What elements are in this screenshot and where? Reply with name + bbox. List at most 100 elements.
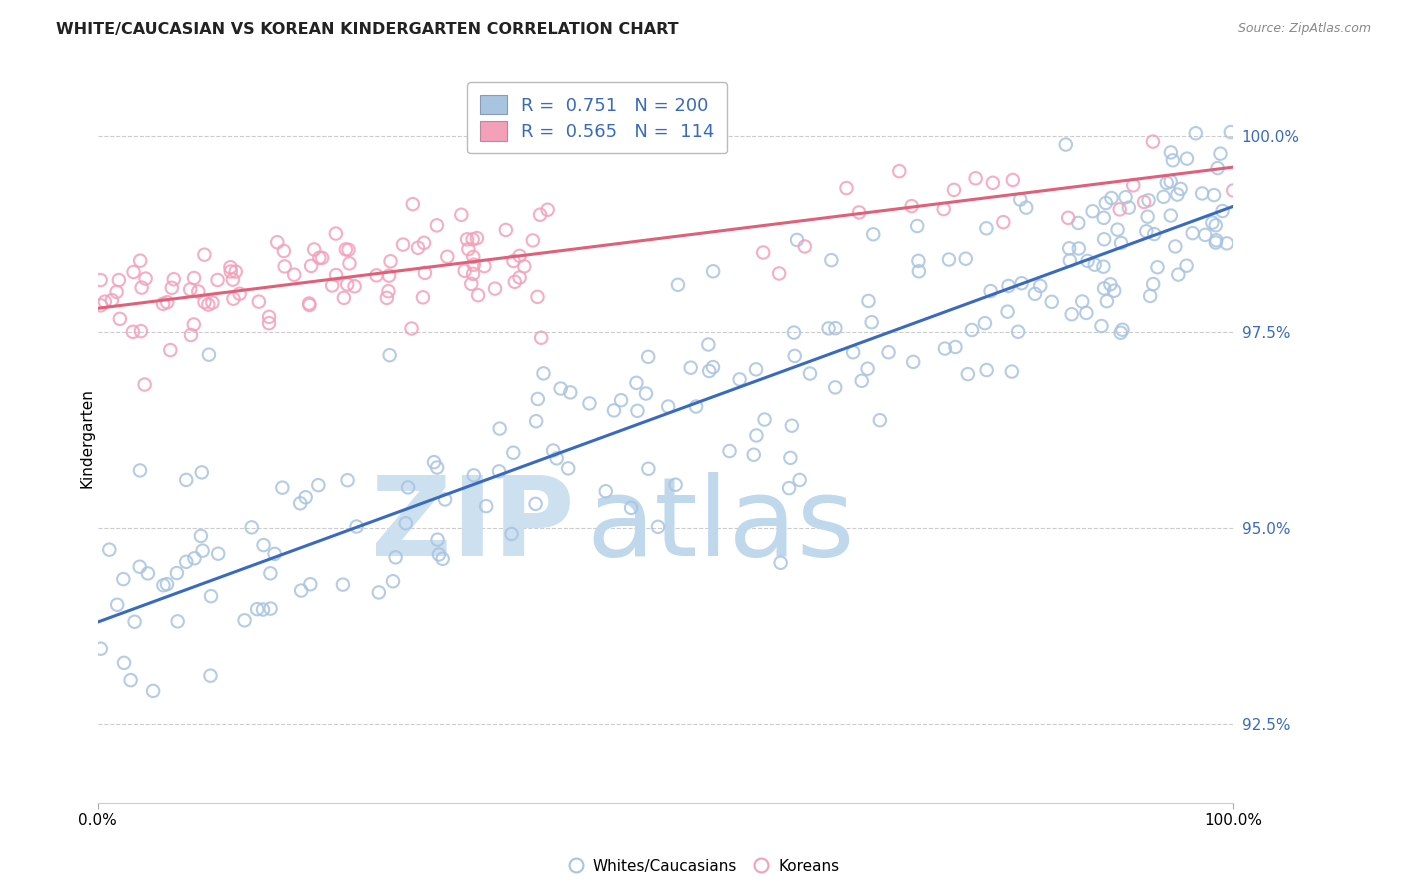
Point bbox=[1067, 242, 1090, 256]
Point bbox=[474, 259, 496, 273]
Point bbox=[960, 323, 983, 337]
Point bbox=[240, 520, 263, 534]
Point bbox=[222, 273, 245, 287]
Point bbox=[858, 293, 880, 308]
Point bbox=[325, 227, 347, 241]
Point bbox=[980, 284, 1002, 298]
Point bbox=[174, 473, 197, 487]
Point bbox=[156, 295, 179, 310]
Point bbox=[1057, 211, 1080, 225]
Point bbox=[294, 490, 316, 504]
Point bbox=[862, 227, 884, 242]
Point bbox=[207, 273, 229, 287]
Point bbox=[1007, 325, 1029, 339]
Point bbox=[475, 499, 498, 513]
Point bbox=[308, 251, 330, 265]
Point bbox=[225, 264, 247, 278]
Point bbox=[112, 656, 135, 670]
Point bbox=[381, 574, 404, 589]
Point bbox=[484, 282, 506, 296]
Point bbox=[1201, 216, 1223, 230]
Point bbox=[1107, 222, 1129, 236]
Point bbox=[1040, 294, 1063, 309]
Point bbox=[626, 404, 648, 418]
Point bbox=[333, 291, 356, 305]
Point bbox=[533, 367, 555, 381]
Point bbox=[503, 275, 526, 289]
Point bbox=[191, 466, 214, 480]
Point bbox=[375, 291, 398, 305]
Point bbox=[752, 245, 775, 260]
Point bbox=[488, 464, 510, 478]
Point bbox=[664, 477, 686, 491]
Point bbox=[436, 250, 458, 264]
Point bbox=[271, 481, 294, 495]
Point bbox=[378, 268, 401, 283]
Point bbox=[1001, 365, 1024, 379]
Point bbox=[754, 412, 776, 426]
Point bbox=[1084, 258, 1107, 272]
Point bbox=[290, 496, 312, 510]
Point bbox=[509, 249, 531, 263]
Point bbox=[997, 279, 1019, 293]
Point bbox=[101, 293, 124, 308]
Point bbox=[697, 364, 720, 378]
Point bbox=[219, 264, 242, 278]
Point bbox=[793, 239, 815, 253]
Point bbox=[1209, 146, 1232, 161]
Point bbox=[384, 550, 406, 565]
Point bbox=[228, 286, 250, 301]
Point bbox=[1081, 204, 1104, 219]
Point bbox=[745, 428, 768, 442]
Point bbox=[1067, 216, 1090, 230]
Point bbox=[1205, 235, 1227, 250]
Point bbox=[180, 328, 202, 343]
Point bbox=[1029, 279, 1052, 293]
Point bbox=[152, 578, 174, 592]
Text: ZIP: ZIP bbox=[371, 472, 575, 579]
Point bbox=[780, 418, 803, 433]
Point bbox=[522, 234, 544, 248]
Point bbox=[889, 164, 911, 178]
Point bbox=[222, 292, 245, 306]
Point bbox=[742, 448, 765, 462]
Point bbox=[824, 380, 846, 394]
Point bbox=[981, 176, 1004, 190]
Point bbox=[233, 613, 256, 627]
Point bbox=[908, 264, 931, 278]
Point bbox=[1211, 204, 1233, 219]
Point bbox=[1216, 236, 1239, 251]
Point bbox=[1194, 227, 1216, 242]
Point bbox=[380, 254, 402, 268]
Point bbox=[1092, 281, 1115, 295]
Point bbox=[252, 538, 274, 552]
Point bbox=[942, 183, 965, 197]
Point bbox=[200, 668, 222, 682]
Point bbox=[201, 295, 224, 310]
Point bbox=[1102, 284, 1125, 298]
Point bbox=[1161, 153, 1184, 168]
Point bbox=[197, 298, 219, 312]
Point bbox=[637, 462, 659, 476]
Point bbox=[993, 215, 1015, 229]
Point bbox=[259, 601, 281, 615]
Point bbox=[183, 271, 205, 285]
Point bbox=[1170, 182, 1192, 196]
Point bbox=[246, 602, 269, 616]
Point bbox=[835, 181, 858, 195]
Point bbox=[1090, 318, 1112, 333]
Point bbox=[603, 403, 626, 417]
Point bbox=[817, 321, 839, 335]
Point bbox=[718, 444, 741, 458]
Point bbox=[122, 325, 145, 339]
Point bbox=[1109, 326, 1132, 340]
Point bbox=[1167, 268, 1189, 282]
Point bbox=[907, 253, 929, 268]
Point bbox=[461, 267, 484, 281]
Point bbox=[1071, 294, 1094, 309]
Point bbox=[856, 361, 879, 376]
Point bbox=[848, 205, 870, 219]
Point bbox=[1001, 173, 1024, 187]
Point bbox=[332, 577, 354, 591]
Point bbox=[1077, 253, 1099, 268]
